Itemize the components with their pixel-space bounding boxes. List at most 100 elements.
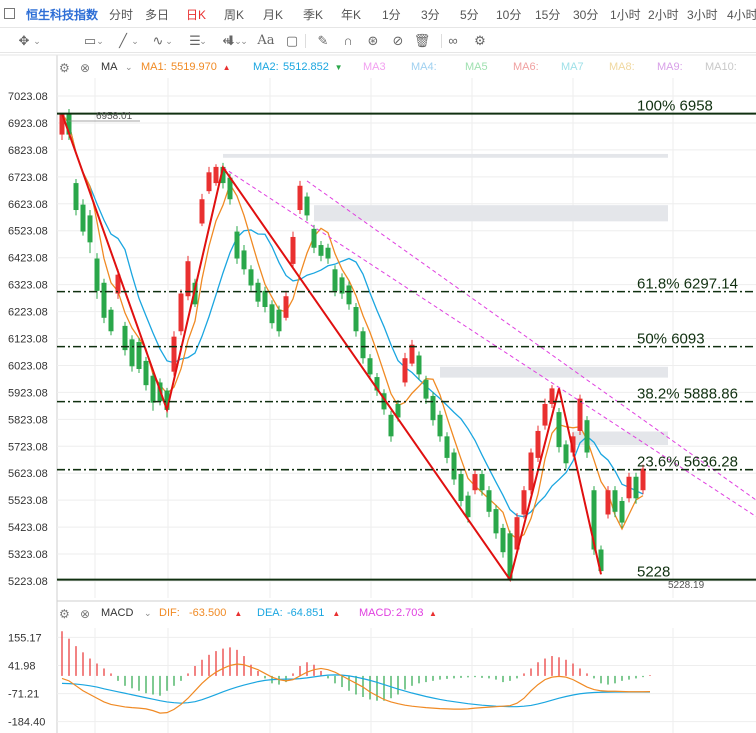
candle-body	[262, 290, 268, 308]
candle-body	[213, 166, 219, 184]
candle-body	[276, 309, 282, 332]
candle-body	[192, 282, 198, 305]
candle-body	[185, 261, 191, 297]
dropdown-caret-icon[interactable]: ⌄	[240, 36, 248, 46]
candle-body	[563, 444, 569, 464]
tab-17[interactable]: 4小时	[727, 8, 756, 22]
candle-body	[577, 398, 583, 431]
tab-15[interactable]: 2小时	[648, 8, 679, 22]
crosshair-icon[interactable]: ✥	[18, 33, 30, 48]
candle	[360, 327, 366, 364]
candle	[507, 530, 513, 580]
candle-body	[332, 269, 338, 291]
note-icon[interactable]: ▢	[285, 33, 299, 48]
candle-body	[619, 501, 625, 523]
legend-value: 5519.970	[171, 61, 217, 73]
dropdown-caret-icon[interactable]: ⌄	[33, 36, 41, 46]
wave-tool-icon[interactable]: ∿	[152, 33, 164, 48]
candle-body	[500, 527, 506, 553]
tab-2[interactable]: 多日	[145, 8, 170, 22]
candle	[339, 273, 345, 299]
candle	[626, 472, 632, 503]
candle	[430, 391, 436, 426]
y-tick-label: 5623.08	[8, 468, 48, 480]
dropdown-caret-icon[interactable]: ⌄	[96, 36, 104, 46]
text-tool-button[interactable]: Aa	[257, 33, 275, 48]
measure-tool-icon[interactable]: ⇹	[222, 33, 234, 48]
line-tool-icon[interactable]: ╱	[119, 33, 127, 48]
candle	[311, 224, 317, 254]
candle-body	[129, 339, 135, 367]
tab-3[interactable]: 日K	[186, 8, 207, 22]
chevron-down-icon[interactable]: ⌄	[125, 62, 133, 72]
y-tick-label: 6123.08	[8, 334, 48, 346]
legend-label: MA1:	[141, 61, 167, 73]
dropdown-caret-icon[interactable]: ⌄	[199, 36, 207, 46]
tab-1[interactable]: 分时	[109, 8, 134, 22]
candle	[178, 289, 184, 336]
dropdown-caret-icon[interactable]: ⌄	[234, 36, 242, 46]
magnet-icon[interactable]: ∩	[343, 33, 353, 48]
candle	[206, 166, 212, 194]
fib-level-label: 23.6% 5636.28	[637, 454, 738, 471]
tab-8[interactable]: 1分	[382, 8, 401, 22]
chevron-down-icon[interactable]: ⌄	[144, 608, 152, 618]
candle-body	[199, 199, 205, 224]
trend-channel-line	[306, 180, 756, 501]
trash-icon[interactable]: 🗑	[413, 33, 431, 48]
tab-9[interactable]: 3分	[421, 8, 440, 22]
link-icon[interactable]: ∞	[448, 33, 458, 48]
rect-icon[interactable]: ▭	[83, 33, 97, 48]
candle	[612, 486, 618, 518]
candle	[542, 398, 548, 430]
dea-line	[61, 674, 651, 708]
index-name[interactable]: 恒生科技指数	[26, 8, 99, 22]
tab-11[interactable]: 10分	[496, 8, 522, 22]
legend-value: -64.851	[287, 607, 325, 619]
pencil-icon[interactable]: ✎	[317, 33, 329, 48]
settings-icon[interactable]: ⚙	[474, 33, 486, 48]
tab-13[interactable]: 30分	[573, 8, 599, 22]
dropdown-caret-icon[interactable]: ⌄	[131, 36, 139, 46]
y-tick-label: 6423.08	[8, 253, 48, 265]
eye-off-icon[interactable]: ⊘	[392, 33, 404, 48]
indicator-settings-icon[interactable]: ⚙	[59, 61, 70, 75]
indicator-close-icon[interactable]: ⊗	[80, 607, 91, 621]
toolbar-divider	[441, 34, 442, 48]
candle	[59, 113, 65, 140]
candle-body	[339, 277, 345, 294]
ma-legend: ⚙ ⊗ MA ⌄ MA1: 5519.970 ▲ MA2: 5512.852 ▼ MA3 MA4: MA…	[0, 59, 756, 77]
tab-4[interactable]: 周K	[224, 8, 245, 22]
lock-icon[interactable]: ⊛	[367, 33, 379, 48]
tab-7[interactable]: 年K	[341, 8, 362, 22]
indicator-name[interactable]: MACD	[101, 607, 134, 619]
tab-14[interactable]: 1小时	[610, 8, 641, 22]
candle-body	[514, 517, 520, 550]
fib-tool-icon[interactable]: ☰	[189, 33, 201, 48]
candle	[108, 307, 114, 336]
gap-zone	[314, 205, 668, 222]
candle-body	[423, 379, 429, 399]
indicator-close-icon[interactable]: ⊗	[80, 61, 91, 75]
candle-body	[598, 549, 604, 572]
indicator-name[interactable]: MA	[101, 61, 118, 73]
candle	[521, 486, 527, 519]
candle-body	[206, 172, 212, 192]
candle	[213, 164, 219, 186]
tab-16[interactable]: 3小时	[687, 8, 718, 22]
candle-body	[535, 430, 541, 458]
dropdown-caret-icon[interactable]: ⌄	[165, 36, 173, 46]
candle	[262, 286, 268, 313]
tab-6[interactable]: 季K	[303, 8, 324, 22]
candle-body	[101, 282, 107, 318]
indicator-settings-icon[interactable]: ⚙	[59, 607, 70, 621]
tab-5[interactable]: 月K	[263, 8, 284, 22]
candle	[598, 545, 604, 575]
macd-legend: ⚙ ⊗ MACD ⌄ DIF: -63.500 ▲ DEA: -64.851 ▲ MACD: 2.70…	[0, 605, 756, 623]
arrow-down-icon[interactable]: ⬇	[225, 33, 237, 48]
tab-12[interactable]: 15分	[535, 8, 561, 22]
y-tick-label: 6023.08	[8, 360, 48, 372]
tab-10[interactable]: 5分	[460, 8, 479, 22]
macd-y-tick-label: 155.17	[8, 632, 42, 644]
